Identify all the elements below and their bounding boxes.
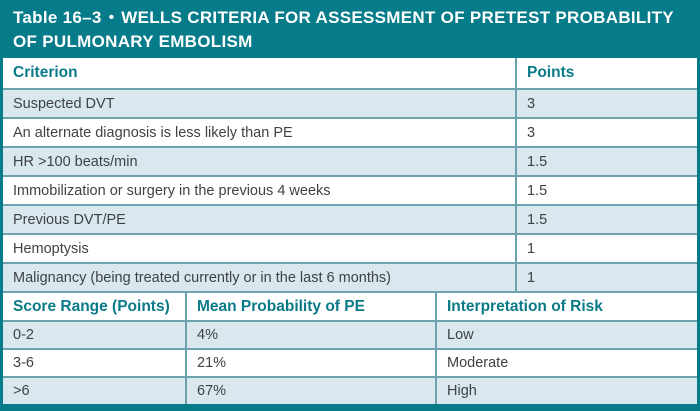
- table-row: An alternate diagnosis is less likely th…: [3, 117, 697, 146]
- table-row: >6 67% High: [3, 376, 697, 404]
- table-row: Suspected DVT 3: [3, 88, 697, 117]
- cell-points: 1: [515, 264, 697, 291]
- cell-points: 1.5: [515, 148, 697, 175]
- cell-risk: Moderate: [435, 350, 697, 376]
- cell-criterion: Hemoptysis: [13, 240, 89, 257]
- cell-probability: 67%: [185, 378, 435, 404]
- table-number-label: Table 16–3: [13, 8, 102, 27]
- table-row: Previous DVT/PE 1.5: [3, 204, 697, 233]
- table-row: Immobilization or surgery in the previou…: [3, 175, 697, 204]
- risk-header-row: Score Range (Points) Mean Probability of…: [3, 291, 697, 320]
- cell-points: 3: [515, 119, 697, 146]
- cell-score-range: 3-6: [13, 355, 34, 371]
- table-row: Malignancy (being treated currently or i…: [3, 262, 697, 291]
- table-row: 0-2 4% Low: [3, 320, 697, 348]
- cell-risk: Low: [435, 322, 697, 348]
- cell-points: 1.5: [515, 206, 697, 233]
- table-title-band: Table 16–3 • WELLS CRITERIA FOR ASSESSMENT…: [3, 0, 697, 58]
- criterion-column-header: Criterion: [13, 64, 78, 81]
- cell-criterion: Malignancy (being treated currently or i…: [13, 269, 391, 286]
- cell-criterion: HR >100 beats/min: [13, 153, 138, 170]
- table-row: Hemoptysis 1: [3, 233, 697, 262]
- cell-points: 1.5: [515, 177, 697, 204]
- bullet-separator: •: [108, 9, 115, 26]
- cell-criterion: An alternate diagnosis is less likely th…: [13, 124, 293, 141]
- table-row: HR >100 beats/min 1.5: [3, 146, 697, 175]
- cell-criterion: Previous DVT/PE: [13, 211, 126, 228]
- table-title-text: WELLS CRITERIA FOR ASSESSMENT OF PRETEST…: [13, 8, 674, 51]
- table-row: 3-6 21% Moderate: [3, 348, 697, 376]
- criteria-header-row: Criterion Points: [3, 58, 697, 88]
- probability-column-header: Mean Probability of PE: [185, 293, 435, 320]
- risk-column-header: Interpretation of Risk: [435, 293, 697, 320]
- bottom-border-bar: [3, 404, 697, 411]
- score-range-column-header: Score Range (Points): [13, 297, 170, 315]
- cell-points: 1: [515, 235, 697, 262]
- cell-points: 3: [515, 90, 697, 117]
- points-column-header: Points: [515, 58, 697, 88]
- cell-risk: High: [435, 378, 697, 404]
- cell-criterion: Suspected DVT: [13, 95, 115, 112]
- cell-criterion: Immobilization or surgery in the previou…: [13, 182, 331, 199]
- cell-score-range: >6: [13, 383, 30, 399]
- cell-probability: 4%: [185, 322, 435, 348]
- cell-probability: 21%: [185, 350, 435, 376]
- cell-score-range: 0-2: [13, 327, 34, 343]
